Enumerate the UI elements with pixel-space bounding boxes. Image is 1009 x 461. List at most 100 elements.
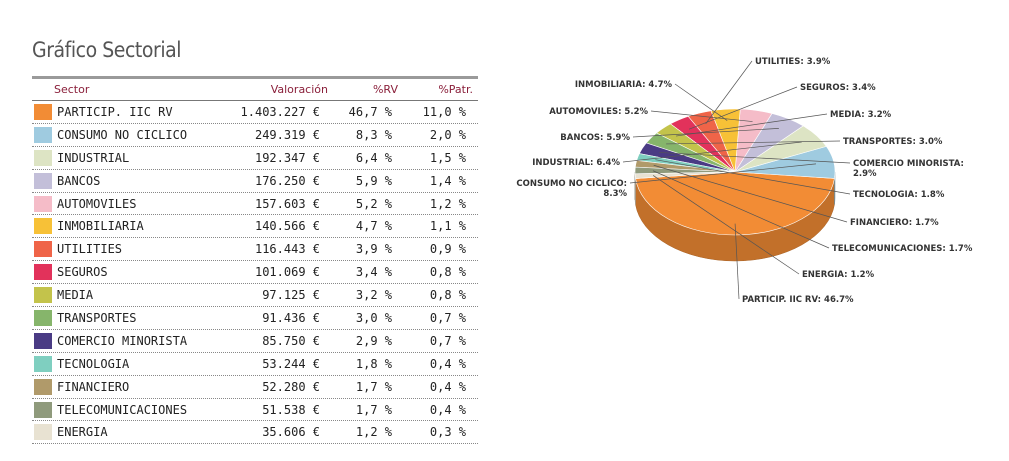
valoracion-value: 116.443 € (254, 242, 320, 257)
valoracion-value: 85.750 € (262, 333, 320, 348)
table-header: Sector Valoración %RV %Patr. (32, 82, 478, 98)
rv-percent: 1,2 % (355, 425, 392, 440)
table-row: TRANSPORTES 91.436 € 3,0 % 0,7 % (32, 307, 478, 330)
valoracion-value: 52.280 € (262, 379, 320, 394)
rv-percent: 3,2 % (355, 288, 392, 303)
valoracion-value: 91.436 € (262, 311, 320, 326)
patr-percent: 1,4 % (429, 173, 466, 188)
table-row: FINANCIERO 52.280 € 1,7 % 0,4 % (32, 376, 478, 399)
table-row: COMERCIO MINORISTA 85.750 € 2,9 % 0,7 % (32, 330, 478, 353)
sector-name: UTILITIES (57, 242, 123, 257)
table-row: UTILITIES 116.443 € 3,9 % 0,9 % (32, 238, 478, 262)
pie-slice-label: ENERGIA: 1.2% (802, 270, 875, 280)
valoracion-value: 35.606 € (262, 425, 320, 440)
rv-percent: 46,7 % (348, 105, 392, 119)
valoracion-value: 1.403.227 € (240, 105, 320, 119)
page-title: Gráfico Sectorial (32, 38, 182, 62)
pie-slice-label: TELECOMUNICACIONES: 1.7% (832, 244, 973, 254)
patr-percent: 0,4 % (429, 356, 466, 371)
table-row: MEDIA 97.125 € 3,2 % 0,8 % (32, 284, 478, 308)
pie-leader-line (653, 164, 848, 223)
sector-name: TRANSPORTES (57, 311, 137, 326)
valoracion-value: 140.566 € (254, 219, 320, 234)
sector-name: FINANCIERO (57, 379, 130, 394)
sector-name: ENERGIA (57, 425, 108, 440)
rv-percent: 1,8 % (355, 356, 392, 371)
rv-percent: 4,7 % (355, 219, 392, 234)
sector-color-swatch (34, 287, 52, 304)
sector-color-swatch (34, 378, 52, 395)
pie-slice-label: FINANCIERO: 1.7% (850, 218, 939, 228)
sector-name: AUTOMOVILES (57, 196, 137, 211)
rv-percent: 6,4 % (355, 150, 392, 165)
pie-slice-label: UTILITIES: 3.9% (755, 57, 831, 67)
sector-name: PARTICIP. IIC RV (57, 105, 173, 119)
patr-percent: 0,7 % (429, 311, 466, 326)
valoracion-value: 101.069 € (254, 265, 320, 280)
table-row: CONSUMO NO CICLICO 249.319 € 8,3 % 2,0 % (32, 124, 478, 147)
pie-slice-label: INDUSTRIAL: 6.4% (532, 158, 620, 168)
sector-color-swatch (34, 310, 52, 327)
rv-percent: 1,7 % (355, 379, 392, 394)
pie-leader-line (688, 86, 798, 130)
sector-color-swatch (34, 172, 52, 189)
pie-leader-line (655, 159, 851, 195)
sector-color-swatch (34, 424, 52, 441)
pie-leader-line (676, 113, 828, 137)
pie-slice-label: AUTOMOVILES: 5.2% (549, 107, 648, 117)
sector-color-swatch (34, 104, 52, 120)
rv-percent: 3,0 % (355, 311, 392, 326)
header-valoracion: Valoración (270, 83, 328, 96)
patr-percent: 0,7 % (429, 333, 466, 348)
valoracion-value: 51.538 € (262, 402, 320, 417)
pie-leader-line (652, 170, 830, 249)
table-row: TELECOMUNICACIONES 51.538 € 1,7 % 0,4 % (32, 399, 478, 422)
table-row: PARTICIP. IIC RV 1.403.227 € 46,7 % 11,0 % (32, 100, 478, 124)
valoracion-value: 192.347 € (254, 150, 320, 165)
sector-name: INMOBILIARIA (57, 219, 144, 234)
sector-color-swatch (34, 401, 52, 418)
table-row: INMOBILIARIA 140.566 € 4,7 % 1,1 % (32, 215, 478, 239)
sector-color-swatch (34, 264, 52, 281)
rv-percent: 5,9 % (355, 173, 392, 188)
sector-name: TECNOLOGIA (57, 356, 130, 371)
sector-name: COMERCIO MINORISTA (57, 333, 188, 348)
pie-leader-line (734, 223, 740, 300)
sector-table: PARTICIP. IIC RV 1.403.227 € 46,7 % 11,0 % C… (32, 100, 478, 445)
sector-color-swatch (34, 332, 52, 349)
header-patr: %Patr. (438, 83, 473, 96)
header-rule (32, 76, 478, 79)
rv-percent: 8,3 % (355, 127, 392, 142)
table-row: TECNOLOGIA 53.244 € 1,8 % 0,4 % (32, 353, 478, 376)
pie-slice-label: COMERCIO MINORISTA: 2.9% (853, 159, 964, 179)
header-sector: Sector (54, 83, 90, 96)
pie-leader-line (666, 140, 841, 145)
patr-percent: 0,3 % (429, 425, 466, 440)
table-row: ENERGIA 35.606 € 1,2 % 0,3 % (32, 421, 478, 445)
pie-slice-label: TRANSPORTES: 3.0% (843, 137, 943, 147)
pie-leader-line (629, 163, 817, 184)
sector-color-swatch (34, 218, 52, 235)
sector-color-swatch (34, 241, 52, 258)
valoracion-value: 53.244 € (262, 356, 320, 371)
table-row: AUTOMOVILES 157.603 € 5,2 % 1,2 % (32, 193, 478, 216)
rv-percent: 5,2 % (355, 196, 392, 211)
patr-percent: 2,0 % (429, 127, 466, 142)
pie-slice-label: BANCOS: 5.9% (560, 133, 630, 143)
patr-percent: 0,8 % (429, 265, 466, 280)
pie-leader-line (632, 128, 779, 138)
sector-name: CONSUMO NO CICLICO (57, 127, 188, 142)
rv-percent: 1,7 % (355, 402, 392, 417)
pie-slice-label: CONSUMO NO CICLICO: 8.3% (516, 179, 627, 199)
table-row: BANCOS 176.250 € 5,9 % 1,4 % (32, 170, 478, 193)
patr-percent: 0,9 % (429, 242, 466, 257)
sector-color-swatch (34, 126, 52, 143)
sector-name: SEGUROS (57, 265, 108, 280)
patr-percent: 1,2 % (429, 196, 466, 211)
sector-name: BANCOS (57, 173, 101, 188)
table-row: INDUSTRIAL 192.347 € 6,4 % 1,5 % (32, 147, 478, 170)
patr-percent: 0,4 % (429, 402, 466, 417)
sector-color-swatch (34, 355, 52, 372)
patr-percent: 0,4 % (429, 379, 466, 394)
